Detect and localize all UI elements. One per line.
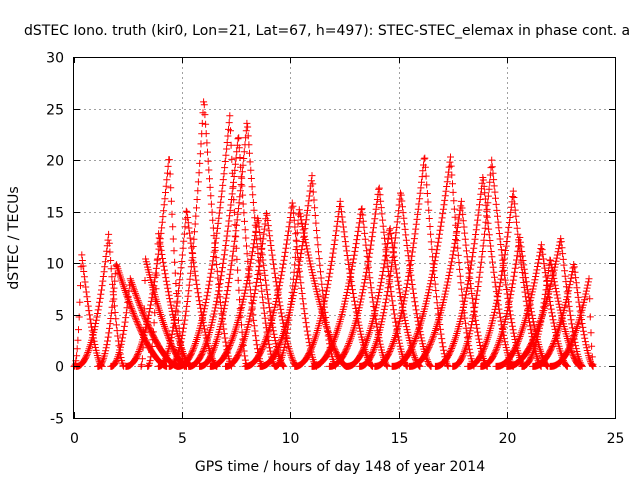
x-tick-label: 20 (499, 431, 517, 447)
y-tick-label: 15 (46, 206, 64, 222)
arc-series (165, 98, 235, 370)
y-tick-label: 30 (46, 51, 64, 67)
y-tick-label: 10 (46, 257, 64, 273)
arc-series (185, 134, 266, 370)
arc-series (241, 199, 320, 370)
arc-series (222, 210, 301, 370)
y-tick-label: -5 (50, 412, 64, 428)
data-point-markers (492, 241, 571, 370)
x-axis-label: GPS time / hours of day 148 of year 2014 (195, 459, 485, 475)
data-point-markers (356, 189, 435, 370)
arc-series (325, 184, 411, 370)
y-axis-label: dSTEC / TECUs (6, 186, 22, 289)
arc-series (492, 241, 571, 370)
data-point-markers (405, 197, 491, 370)
data-point-markers (222, 210, 301, 370)
data-point-markers (185, 134, 266, 370)
data-point-markers (388, 153, 478, 370)
y-axis: -5 0 5 10 15 20 25 30 (46, 51, 615, 428)
arc-series (388, 153, 478, 370)
data-marks (70, 98, 597, 370)
arc-series (477, 234, 552, 370)
data-point-markers (431, 174, 517, 370)
chart-title: dSTEC Iono. truth (kir0, Lon=21, Lat=67,… (24, 23, 630, 39)
arc-series (206, 214, 288, 370)
data-point-markers (477, 234, 552, 370)
data-point-markers (529, 261, 597, 370)
x-axis: 0 5 10 15 20 25 (70, 57, 624, 447)
x-tick-label: 25 (607, 431, 625, 447)
data-point-markers (241, 199, 320, 370)
data-point-markers (206, 214, 288, 370)
y-tick-label: 25 (46, 103, 64, 119)
arc-series (431, 174, 517, 370)
arc-series (405, 197, 491, 370)
y-tick-label: 5 (55, 309, 64, 325)
arc-series (371, 154, 452, 370)
arc-series (174, 112, 251, 370)
arc-series (308, 205, 391, 370)
data-point-markers (308, 205, 391, 370)
data-point-markers (464, 187, 545, 370)
data-point-markers (546, 275, 597, 370)
data-point-markers (174, 112, 251, 370)
y-tick-label: 20 (46, 154, 64, 170)
y-tick-label: 0 (55, 360, 64, 376)
x-tick-label: 0 (70, 431, 79, 447)
arc-series (546, 275, 597, 370)
arc-series (529, 261, 597, 370)
x-tick-label: 15 (391, 431, 409, 447)
x-tick-label: 10 (282, 431, 300, 447)
plot-frame (73, 57, 616, 419)
data-point-markers (371, 154, 452, 370)
x-tick-label: 5 (178, 431, 187, 447)
data-point-markers (325, 184, 411, 370)
arc-series (356, 189, 435, 370)
data-point-markers (165, 98, 235, 370)
arc-series (464, 187, 545, 370)
